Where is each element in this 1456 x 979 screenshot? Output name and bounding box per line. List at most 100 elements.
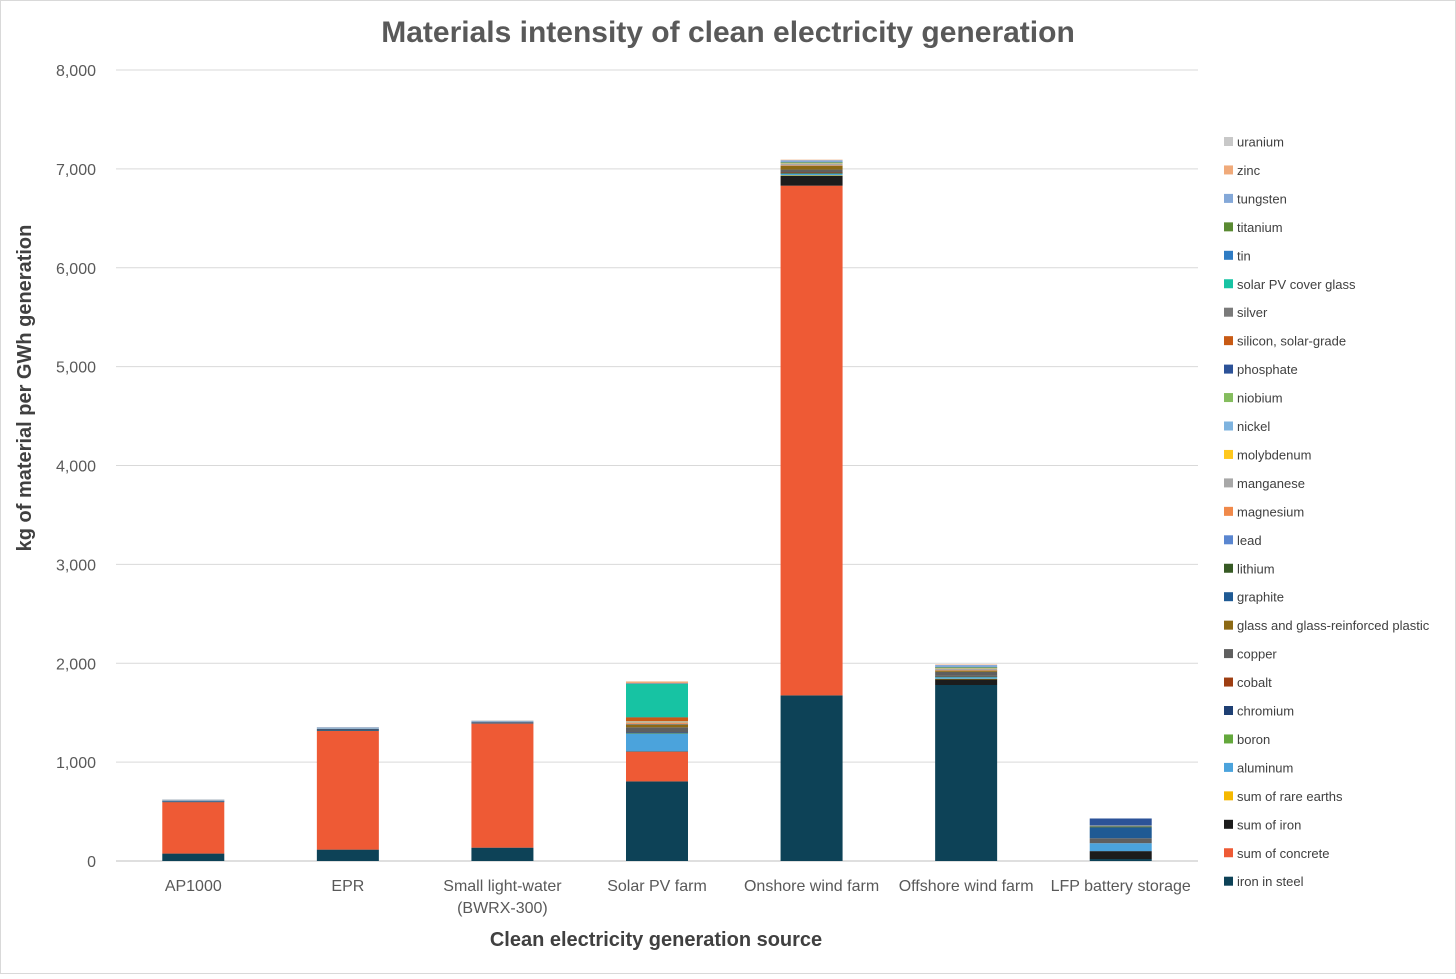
bar-segment — [626, 722, 688, 724]
legend-swatch — [1224, 649, 1233, 659]
legend: uranium zinc tungsten titanium tin solar PV c… — [1224, 135, 1430, 889]
bar-segment — [626, 721, 688, 722]
bar-stack — [471, 720, 534, 861]
legend-swatch — [1224, 364, 1233, 374]
bar-segment — [935, 671, 998, 676]
legend-label: zinc — [1237, 163, 1261, 178]
legend-item: zinc — [1224, 163, 1261, 178]
bar-segment — [316, 729, 379, 731]
bar-segment — [780, 165, 843, 166]
legend-label: titanium — [1237, 220, 1283, 235]
bar-segment — [780, 175, 843, 186]
legend-label: magnesium — [1237, 504, 1304, 519]
bar-segment — [780, 163, 843, 166]
y-tick-label: 6,000 — [56, 261, 96, 278]
bar-segment — [626, 721, 688, 723]
bar-segment — [780, 169, 843, 173]
y-tick-label: 3,000 — [56, 557, 96, 574]
bar-segment — [780, 165, 843, 170]
legend-label: chromium — [1237, 704, 1294, 719]
bar-segment — [1089, 838, 1152, 844]
bar-segment — [780, 163, 843, 164]
legend-item: chromium — [1224, 704, 1294, 719]
legend-swatch — [1224, 421, 1233, 431]
x-tick-label: AP1000 — [165, 878, 222, 895]
legend-label: cobalt — [1237, 675, 1272, 690]
bar-stack — [316, 727, 379, 861]
legend-item: sum of rare earths — [1224, 789, 1343, 804]
legend-label: uranium — [1237, 135, 1284, 150]
legend-item: boron — [1224, 732, 1270, 747]
bar-segment — [162, 802, 225, 854]
legend-item: tungsten — [1224, 191, 1287, 206]
y-tick-label: 1,000 — [56, 755, 96, 772]
legend-swatch — [1224, 592, 1233, 602]
legend-item: graphite — [1224, 590, 1284, 605]
legend-label: solar PV cover glass — [1237, 277, 1356, 292]
legend-item: iron in steel — [1224, 874, 1304, 889]
bar-segment — [935, 664, 998, 666]
bar-segment — [316, 729, 379, 730]
bar-segment — [162, 801, 225, 803]
y-axis-ticks: 0 1,000 2,000 3,000 4,000 5,000 6,000 7,000 8,00… — [56, 63, 96, 871]
gridlines — [116, 69, 1198, 862]
bar-stack — [935, 664, 998, 861]
bar-segment — [780, 175, 843, 176]
bar-stack — [162, 799, 225, 861]
y-tick-label: 8,000 — [56, 63, 96, 80]
bar-segment — [1089, 825, 1152, 827]
bar-segment — [935, 670, 998, 672]
legend-swatch — [1224, 478, 1233, 488]
legend-swatch — [1224, 762, 1233, 772]
bar-segment — [626, 751, 688, 752]
bar-segment — [935, 668, 998, 669]
legend-label: boron — [1237, 732, 1270, 747]
bar-segment — [626, 717, 688, 718]
legend-item: sum of iron — [1224, 817, 1301, 832]
bar-segment — [935, 676, 998, 679]
legend-swatch — [1224, 165, 1233, 175]
bar-segment — [471, 723, 534, 848]
bar-segment — [471, 720, 534, 721]
legend-item: cobalt — [1224, 675, 1272, 690]
bar-segment — [780, 172, 843, 174]
bar-segment — [780, 159, 843, 161]
bar-segment — [626, 723, 688, 725]
bar-segment — [935, 667, 998, 668]
x-tick-label: Offshore wind farm — [899, 878, 1034, 895]
legend-item: tin — [1224, 248, 1251, 263]
x-tick-label: Onshore wind farm — [744, 878, 879, 895]
legend-label: tin — [1237, 248, 1251, 263]
bar-segment — [471, 847, 534, 861]
bar-segment — [935, 668, 998, 671]
legend-label: tungsten — [1237, 191, 1287, 206]
legend-swatch — [1224, 393, 1233, 403]
x-tick-label: EPR — [331, 878, 364, 895]
legend-label: aluminum — [1237, 760, 1293, 775]
y-axis-label: kg of material per GWh generation — [14, 225, 36, 552]
bar-segment — [162, 800, 225, 801]
bar-segment — [626, 751, 688, 782]
bar-segment — [626, 727, 688, 733]
bar-segment — [780, 695, 843, 861]
bar-segment — [780, 162, 843, 164]
bar-segment — [1089, 818, 1152, 826]
x-tick-label: Small light-water — [443, 878, 562, 895]
chart-title: Materials intensity of clean electricity… — [381, 16, 1075, 49]
legend-item: lead — [1224, 533, 1262, 548]
legend-item: magnesium — [1224, 504, 1304, 519]
legend-item: titanium — [1224, 220, 1283, 235]
legend-swatch — [1224, 706, 1233, 715]
bar-segment — [935, 679, 998, 686]
bar-segment — [626, 733, 688, 734]
legend-swatch — [1224, 307, 1233, 317]
legend-item: molybdenum — [1224, 447, 1311, 462]
bar-segment — [316, 727, 379, 729]
bar-segment — [316, 727, 379, 729]
bar-segment — [935, 676, 998, 678]
legend-label: nickel — [1237, 419, 1270, 434]
bar-segment — [1089, 859, 1152, 861]
bar-stack — [780, 159, 843, 861]
legend-item: nickel — [1224, 419, 1270, 434]
